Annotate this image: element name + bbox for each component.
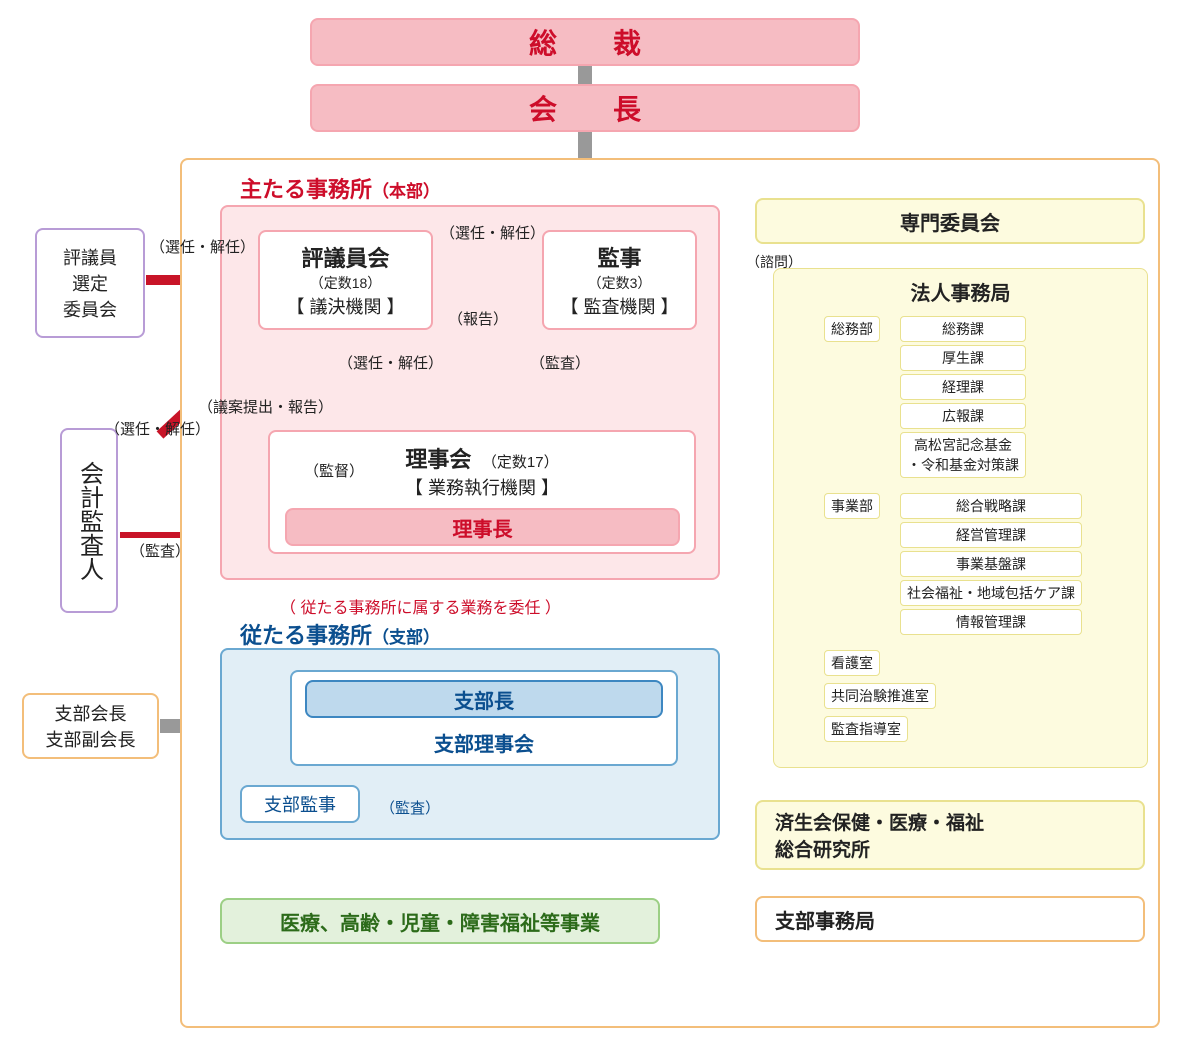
annotation: （選任・解任）	[440, 222, 545, 243]
annotation: （諮問）	[746, 252, 802, 272]
box-branch_chief: 支部長	[305, 680, 663, 718]
chairman-label: 会 長	[529, 88, 641, 128]
box-branch_chair: 支部会長支部副会長	[22, 693, 159, 759]
box-auditor: 監事（定数3）【 監査機関 】	[542, 230, 697, 330]
box-chief: 理事長	[285, 508, 680, 546]
box-business: 医療、高齢・児童・障害福祉等事業	[220, 898, 660, 944]
annotation: （選任・解任）	[150, 236, 255, 257]
box-president: 総 裁	[310, 18, 860, 66]
main-office-title: 主たる事務所（本部）	[240, 172, 440, 204]
box-chairman: 会 長	[310, 84, 860, 132]
box-secretariat_box: 法人事務局総務部総務課厚生課経理課広報課高松宮記念基金 ・令和基金対策課事業部総…	[773, 268, 1148, 768]
annotation: （監査）	[130, 540, 190, 561]
box-institute: 済生会保健・医療・福祉総合研究所	[755, 800, 1145, 870]
annotation: （選任・解任）	[105, 418, 210, 439]
chief-label: 理事長	[453, 513, 513, 542]
branch-office-title: 従たる事務所（支部）	[240, 618, 440, 650]
annotation: （監督）	[304, 460, 364, 481]
annotation: （議案提出・報告）	[198, 396, 333, 417]
box-branch_auditor: 支部監事	[240, 785, 360, 823]
box-councilor_sel: 評議員選定委員会	[35, 228, 145, 338]
annotation: （報告）	[448, 308, 508, 329]
box-branch_secretariat: 支部事務局	[755, 896, 1145, 942]
secretariat-title: 法人事務局	[911, 277, 1011, 306]
annotation: （監査）	[530, 352, 590, 373]
audit-corp-label: 会計監査人	[72, 461, 107, 581]
box-committee: 専門委員会	[755, 198, 1145, 244]
annotation: （ 従たる事務所に属する業務を委任 ）	[280, 594, 561, 618]
annotation: （監査）	[380, 797, 440, 818]
box-councilor_meeting: 評議員会（定数18）【 議決機関 】	[258, 230, 433, 330]
box-audit_corp: 会計監査人	[60, 428, 118, 613]
president-label: 総 裁	[529, 22, 641, 62]
annotation: （選任・解任）	[338, 352, 443, 373]
